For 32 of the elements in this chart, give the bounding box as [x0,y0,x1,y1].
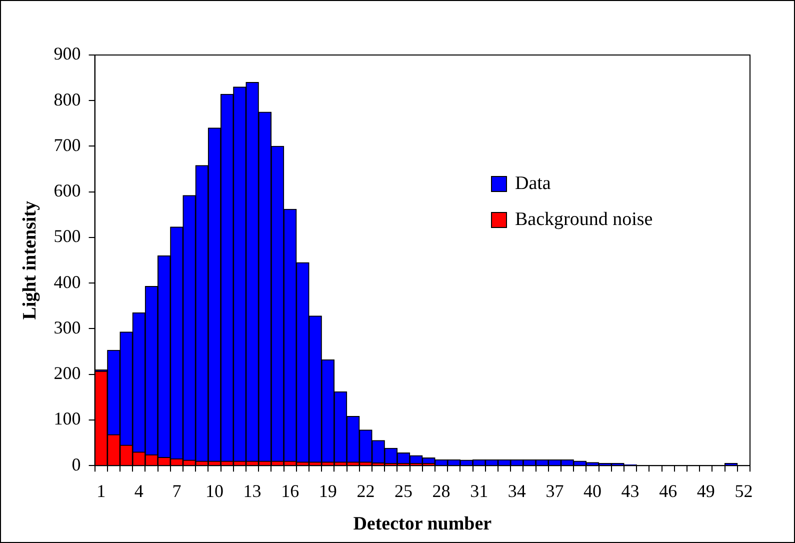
x-tick-label: 4 [134,481,144,502]
x-tick-label: 37 [546,481,564,502]
y-tick-label: 900 [54,44,81,64]
x-tick-label: 43 [621,481,640,502]
x-tick-label: 49 [696,481,715,502]
y-tick-label: 100 [54,408,81,429]
x-tick-label: 22 [356,481,375,502]
x-tick-label: 46 [659,481,678,502]
legend-label: Background noise [515,209,653,231]
y-tick-label: 200 [54,363,81,384]
x-tick-label: 52 [734,481,753,502]
y-tick-label: 800 [54,89,81,110]
x-tick-label: 25 [394,481,412,502]
x-tick-label: 13 [243,481,262,502]
y-axis-title: Light intensity [19,200,40,320]
legend-label: Data [515,173,551,195]
x-axis-title: Detector number [353,514,492,535]
x-tick-label: 7 [172,481,182,502]
x-tick-label: 16 [281,481,300,502]
y-tick-label: 400 [54,272,81,292]
x-tick-label: 31 [470,481,488,502]
y-tick-label: 600 [54,180,81,201]
x-tick-label: 34 [508,481,526,502]
x-tick-label: 1 [96,481,106,502]
y-tick-label: 500 [54,226,81,246]
y-tick-label: 300 [54,317,81,338]
x-tick-label: 10 [206,481,224,502]
x-tick-label: 40 [584,481,602,502]
x-tick-label: 19 [318,481,337,502]
y-tick-label: 700 [54,134,81,155]
x-tick-label: 28 [432,481,450,502]
y-tick-label: 0 [72,454,81,474]
